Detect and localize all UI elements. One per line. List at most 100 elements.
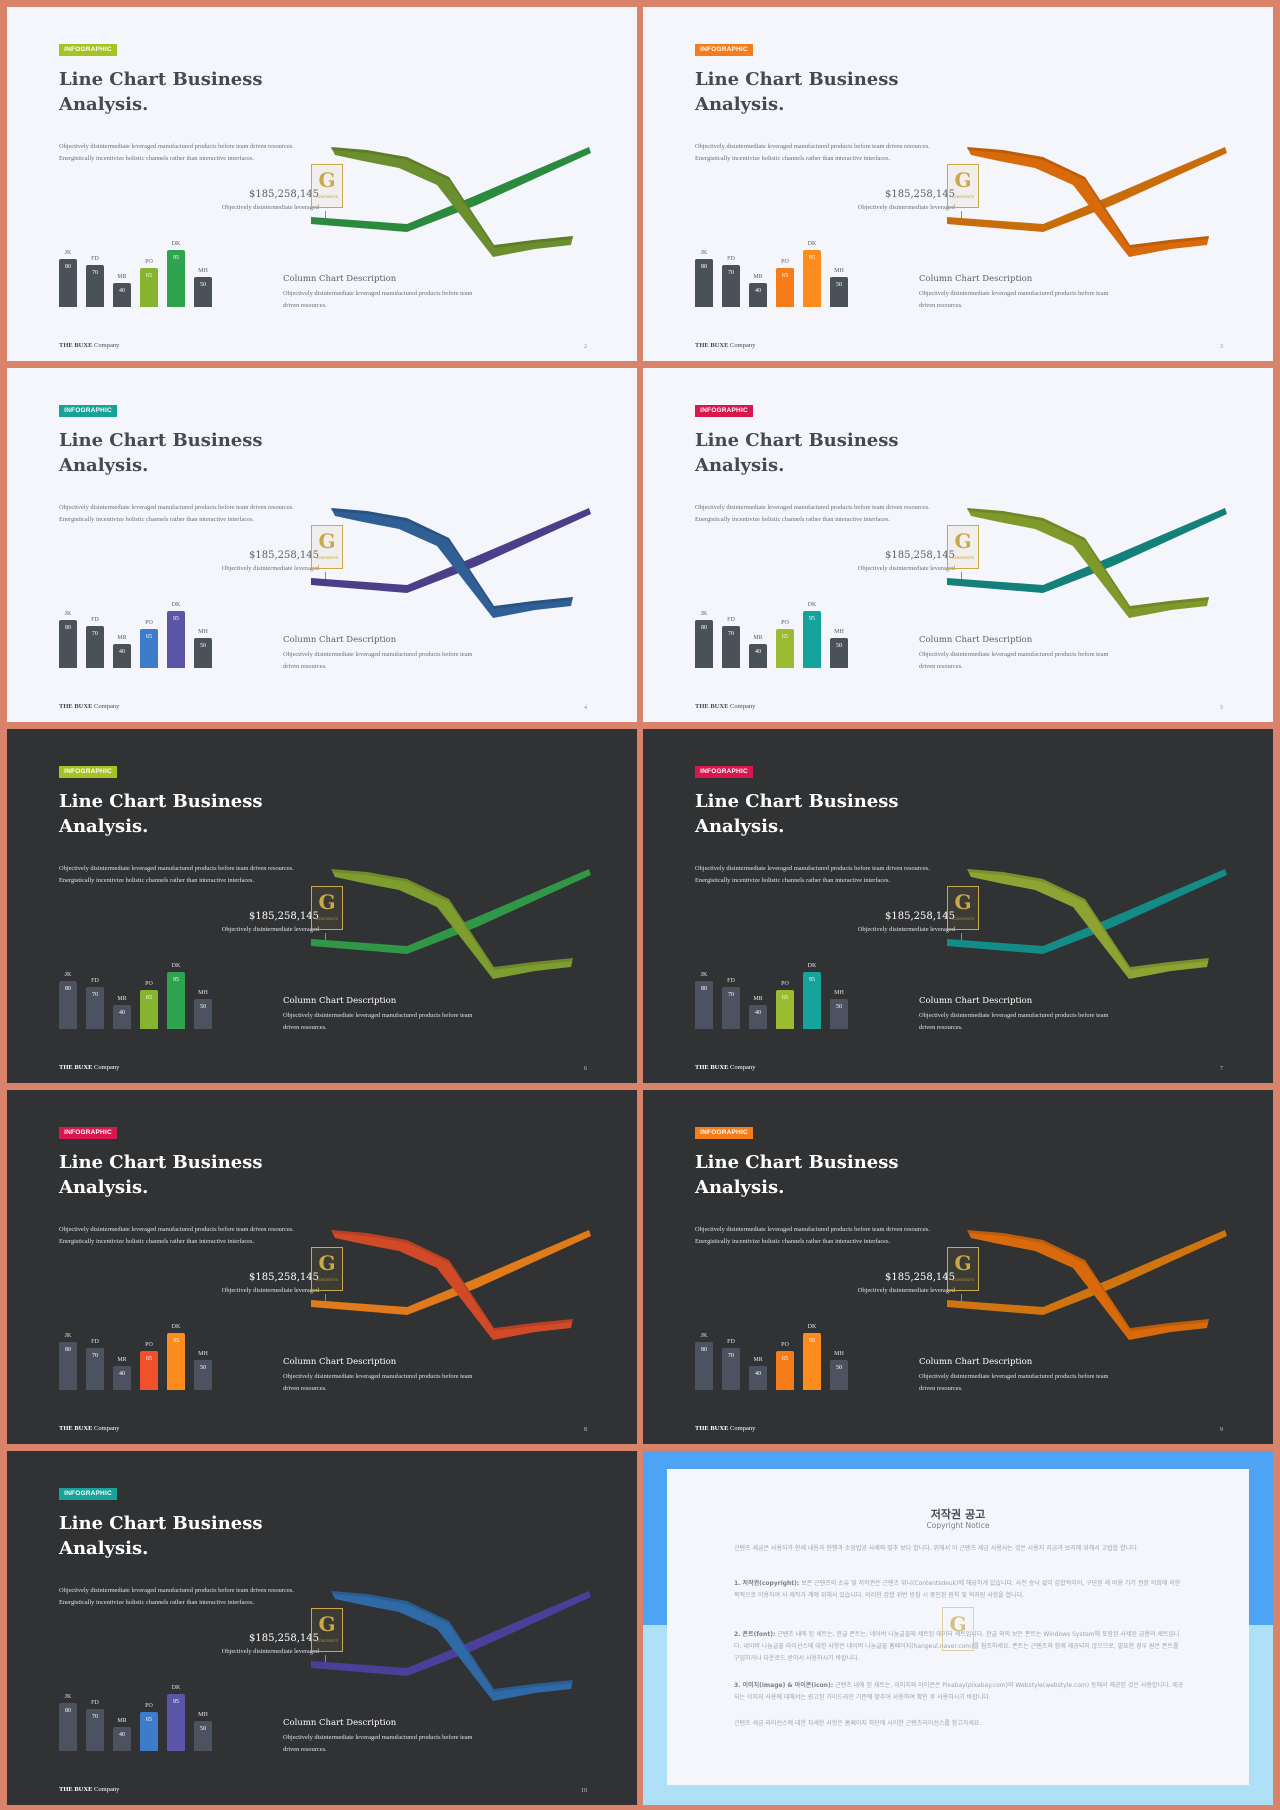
notice-watermark-logo: G	[942, 1607, 974, 1651]
bar-dk	[167, 250, 185, 307]
bar-value-mr: 40	[755, 649, 761, 655]
bar-jk	[695, 981, 713, 1029]
line-chart-ribbons	[947, 508, 1227, 618]
bar-value-dk: 95	[173, 977, 179, 983]
bar-value-mh: 50	[836, 643, 842, 649]
company-name-rest: Company	[92, 1064, 120, 1071]
notice-p2-heading: 2. 폰트(font):	[734, 1631, 776, 1638]
column-chart: 80 JK 70 FD 40 MR 65 PO 95 DK 50 MH	[59, 217, 219, 307]
bar-value-po: 65	[782, 634, 788, 640]
title-line-1: Line Chart Business	[695, 791, 899, 812]
page-number: 2	[584, 344, 587, 350]
logo-text: CONTENTS	[316, 194, 338, 199]
slide-4: INFOGRAPHIC Line Chart Business Analysis. O…	[7, 368, 637, 722]
bar-label-po: PO	[781, 620, 789, 626]
logo-letter: G	[318, 1251, 336, 1275]
slide-title: Line Chart Business Analysis.	[695, 1150, 935, 1200]
line-series-secondary	[947, 147, 1227, 232]
bar-value-jk: 80	[65, 1347, 71, 1353]
bar-value-dk: 95	[173, 1338, 179, 1344]
bar-label-fd: FD	[91, 978, 99, 984]
slide-title: Line Chart Business Analysis.	[695, 67, 935, 117]
company-name-rest: Company	[728, 1064, 756, 1071]
bar-label-fd: FD	[727, 256, 735, 262]
logo-letter: G	[954, 168, 972, 192]
company-name-rest: Company	[728, 342, 756, 349]
page-number: 9	[1220, 1427, 1223, 1433]
page-number: 3	[1220, 344, 1223, 350]
line-chart-ribbons	[311, 508, 591, 618]
line-series-secondary	[311, 1591, 591, 1676]
slide-2: INFOGRAPHIC Line Chart Business Analysis. O…	[7, 7, 637, 361]
company-name: THE BUXE Company	[695, 1064, 755, 1071]
bar-label-dk: DK	[171, 1685, 181, 1691]
bar-label-jk: JK	[700, 250, 708, 256]
contents-logo: G CONTENTS	[947, 886, 979, 930]
bar-label-jk: JK	[700, 1333, 708, 1339]
slide-3: INFOGRAPHIC Line Chart Business Analysis. O…	[643, 7, 1273, 361]
contents-logo: G CONTENTS	[311, 886, 343, 930]
company-name-bold: THE BUXE	[59, 1425, 93, 1432]
bar-fd	[722, 1348, 740, 1390]
bar-value-mh: 50	[200, 1365, 206, 1371]
bar-label-po: PO	[781, 981, 789, 987]
bar-value-po: 65	[782, 1356, 788, 1362]
bar-jk	[695, 259, 713, 307]
slide-7: INFOGRAPHIC Line Chart Business Analysis. O…	[643, 729, 1273, 1083]
bar-value-jk: 80	[65, 1708, 71, 1714]
contents-logo: G CONTENTS	[311, 1247, 343, 1291]
bar-mh	[194, 999, 212, 1029]
bar-mh	[194, 277, 212, 307]
bar-jk	[59, 1342, 77, 1390]
company-name: THE BUXE Company	[59, 1425, 119, 1432]
column-chart: 80 JK 70 FD 40 MR 65 PO 95 DK 50 MH	[59, 578, 219, 668]
slide-title: Line Chart Business Analysis.	[59, 789, 299, 839]
logo-text: CONTENTS	[952, 555, 974, 560]
company-name-bold: THE BUXE	[695, 1425, 729, 1432]
bar-fd	[86, 626, 104, 668]
bar-value-po: 65	[146, 1356, 152, 1362]
bar-mh	[830, 638, 848, 668]
bar-fd	[86, 1709, 104, 1751]
column-chart-description: Objectively disintermediate leveraged ma…	[283, 651, 473, 670]
bar-value-mr: 40	[755, 1371, 761, 1377]
infographic-badge: INFOGRAPHIC	[59, 405, 117, 417]
bar-label-mr: MR	[117, 1357, 127, 1363]
bar-mh	[194, 1360, 212, 1390]
bar-value-po: 65	[782, 995, 788, 1001]
bar-fd	[86, 265, 104, 307]
bar-value-mr: 40	[119, 1371, 125, 1377]
bar-value-jk: 80	[65, 986, 71, 992]
company-name: THE BUXE Company	[695, 342, 755, 349]
infographic-badge: INFOGRAPHIC	[59, 44, 117, 56]
column-chart-description: Objectively disintermediate leveraged ma…	[283, 290, 473, 309]
bar-label-mr: MR	[753, 996, 763, 1002]
bar-jk	[59, 981, 77, 1029]
line-series-main	[967, 1230, 1209, 1340]
slide-title: Line Chart Business Analysis.	[695, 428, 935, 478]
bar-label-po: PO	[145, 1342, 153, 1348]
line-series-main	[967, 869, 1209, 979]
column-chart-title: Column Chart Description	[283, 1718, 397, 1728]
bar-po	[140, 629, 158, 668]
page-number: 5	[1220, 705, 1223, 711]
bar-label-jk: JK	[700, 972, 708, 978]
title-line-2: Analysis.	[695, 1177, 785, 1198]
page-number: 7	[1220, 1066, 1223, 1072]
bar-label-mr: MR	[117, 635, 127, 641]
bar-label-po: PO	[145, 1703, 153, 1709]
slide-title: Line Chart Business Analysis.	[59, 67, 299, 117]
bar-label-jk: JK	[64, 611, 72, 617]
notice-p2-text: 근텐츠 내에 된 세트는, 한글 폰트는, 네이버 나눔글꼴에 세트된 데이터 …	[734, 1631, 1180, 1662]
notice-paragraph-image: 3. 이미지(image) & 아이콘(icon): 근텐츠 내에 된 세트는,…	[734, 1680, 1184, 1704]
column-chart-title: Column Chart Description	[919, 635, 1033, 645]
title-line-2: Analysis.	[59, 816, 149, 837]
bar-label-dk: DK	[171, 241, 181, 247]
contents-logo: G CONTENTS	[311, 164, 343, 208]
bar-value-mr: 40	[119, 1732, 125, 1738]
bar-value-mh: 50	[200, 282, 206, 288]
column-chart-description: Objectively disintermediate leveraged ma…	[919, 290, 1109, 309]
bar-label-dk: DK	[807, 241, 817, 247]
bar-value-fd: 70	[92, 1714, 98, 1720]
bar-label-mh: MH	[198, 990, 208, 996]
